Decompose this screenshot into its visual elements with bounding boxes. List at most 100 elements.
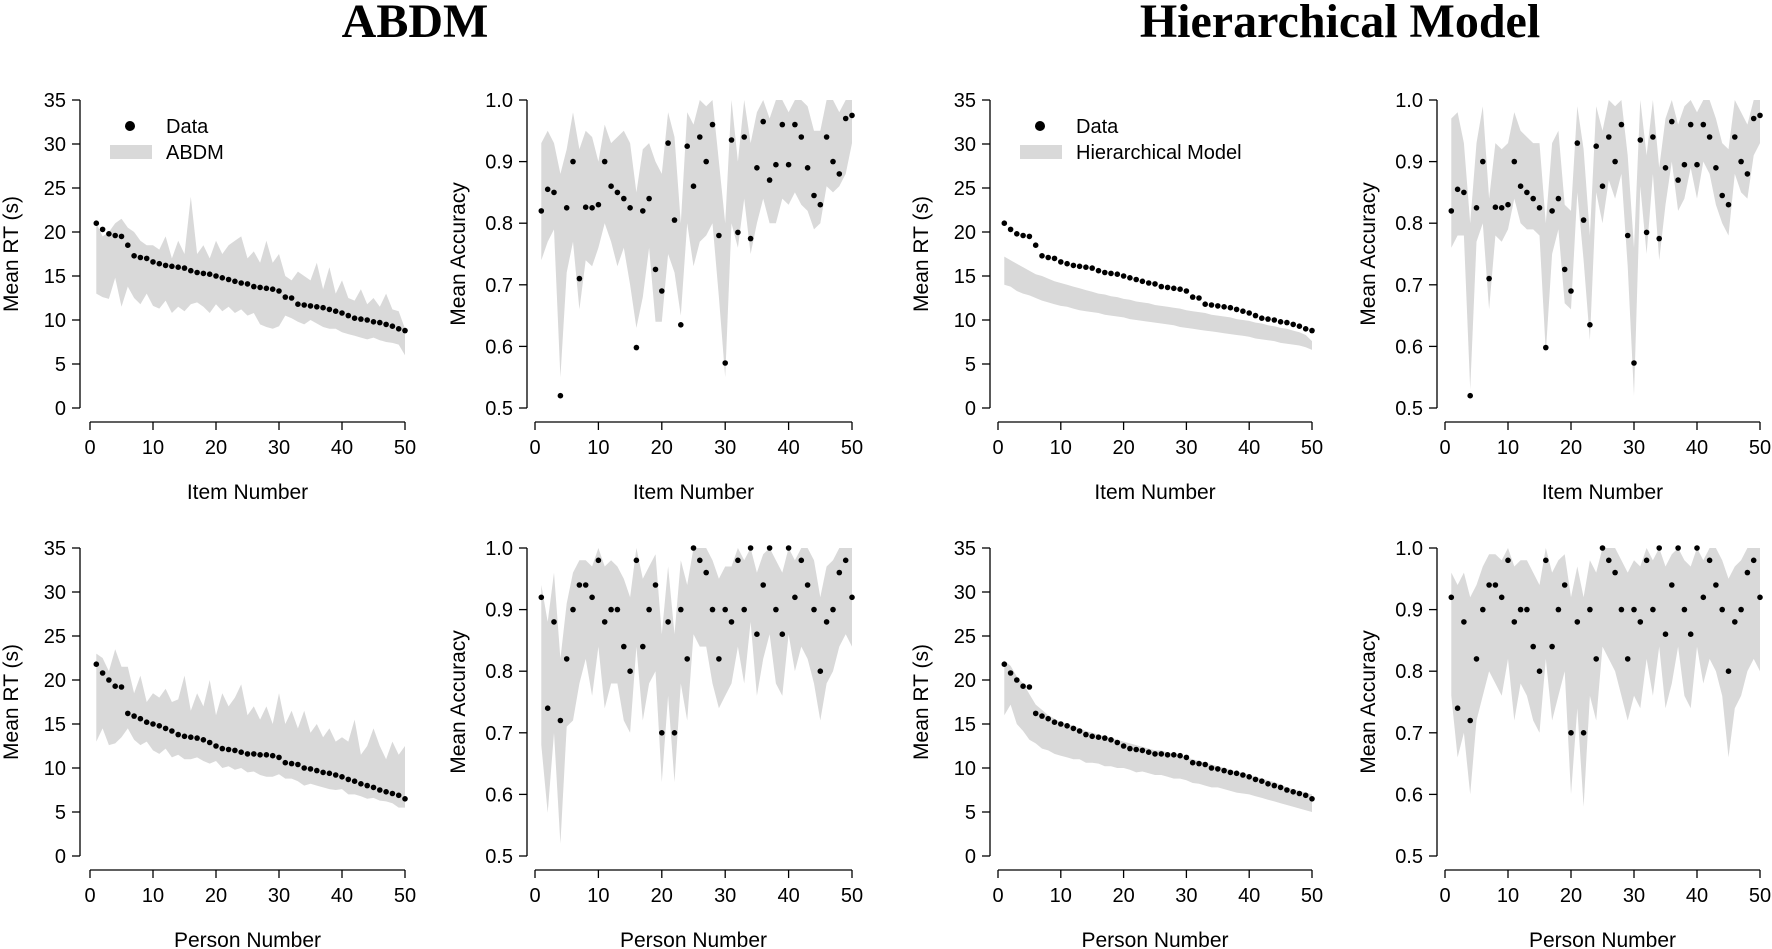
data-point (817, 668, 824, 674)
data-point (1309, 796, 1315, 802)
x-axis-label: Person Number (1529, 929, 1676, 949)
data-point (301, 302, 308, 308)
data-point (785, 545, 792, 551)
y-tick-label: 1.0 (485, 90, 513, 112)
data-point (1738, 606, 1744, 613)
x-tick-label: 30 (714, 437, 736, 459)
x-tick-label: 0 (529, 437, 540, 459)
data-point (1454, 186, 1461, 193)
data-point (219, 745, 226, 752)
data-point (1637, 619, 1644, 625)
data-point (1656, 235, 1662, 242)
x-tick-label: 10 (1497, 885, 1519, 907)
data-point (1227, 769, 1234, 776)
data-point (1492, 582, 1499, 588)
data-point (93, 661, 100, 667)
y-axis-label: Mean RT (s) (910, 196, 933, 312)
data-point (1045, 254, 1051, 261)
data-point (301, 765, 308, 771)
data-point (1473, 656, 1480, 662)
data-point (1227, 304, 1234, 311)
data-point (1108, 737, 1114, 743)
data-point (804, 165, 811, 171)
x-axis-label: Person Number (620, 929, 767, 949)
data-point (1139, 278, 1146, 285)
y-tick-label: 0.8 (1395, 213, 1423, 235)
chart-panel-5: 0 5 10 15 20 25 30 35 0 10 20 30 40 50 Person Number Me… (0, 538, 416, 949)
prediction-band (541, 100, 852, 378)
y-tick-label: 20 (44, 222, 66, 244)
data-point (1114, 739, 1121, 746)
data-point (1145, 749, 1152, 755)
data-point (351, 315, 358, 322)
data-point (1606, 557, 1612, 564)
data-point (1624, 232, 1631, 239)
y-tick-label: 0.7 (1395, 275, 1423, 297)
y-tick-label: 20 (954, 670, 976, 692)
data-point (659, 288, 665, 294)
data-point (402, 327, 408, 334)
data-point (225, 746, 232, 753)
x-tick-label: 10 (587, 437, 609, 459)
data-point (1095, 267, 1102, 274)
data-point (326, 770, 333, 777)
data-point (1296, 323, 1303, 330)
data-point (1240, 772, 1246, 778)
prediction-band (541, 548, 852, 844)
data-point (251, 283, 257, 290)
data-point (1675, 545, 1681, 551)
section-title-hierarchical-model: Hierarchical Model (1139, 0, 1541, 48)
data-point (276, 288, 282, 294)
x-tick-label: 20 (205, 437, 227, 459)
data-point (1587, 322, 1593, 328)
y-tick-label: 30 (44, 582, 66, 604)
data-point (1259, 315, 1265, 322)
data-point (747, 235, 754, 242)
x-tick-label: 10 (142, 885, 164, 907)
y-tick-label: 35 (954, 538, 976, 560)
data-point (1650, 606, 1656, 613)
data-point (659, 730, 665, 736)
y-tick-label: 0.5 (1395, 846, 1423, 868)
data-point (595, 557, 602, 564)
data-point (99, 670, 106, 676)
data-point (601, 619, 608, 625)
data-point (1713, 582, 1719, 588)
data-point (383, 789, 389, 795)
data-point (1045, 715, 1051, 722)
x-tick-label: 50 (394, 437, 416, 459)
data-point (544, 186, 551, 193)
data-point (785, 161, 792, 168)
data-point (773, 161, 779, 168)
x-tick-label: 0 (84, 437, 95, 459)
data-point (1719, 606, 1725, 613)
data-point (364, 782, 371, 789)
data-point (830, 606, 836, 613)
data-point (1694, 545, 1700, 551)
data-point (1568, 730, 1574, 736)
data-point (1158, 283, 1165, 290)
data-point (1177, 286, 1183, 293)
legend-data-label: Data (166, 116, 209, 138)
data-point (576, 582, 583, 588)
data-point (112, 232, 118, 239)
data-point (811, 192, 817, 199)
data-point (1599, 183, 1606, 189)
data-point (118, 233, 125, 240)
data-point (1183, 288, 1190, 294)
data-point (747, 545, 754, 551)
data-point (1139, 747, 1146, 754)
data-point (1076, 263, 1083, 270)
data-point (1580, 730, 1587, 736)
data-point (370, 784, 377, 791)
data-point (601, 158, 608, 165)
chart-panel-6: 0.5 0.6 0.7 0.8 0.9 1.0 0 10 20 30 40 50 Person Numb… (447, 538, 863, 949)
data-point (238, 749, 244, 755)
data-point (125, 242, 131, 248)
y-tick-label: 0.5 (1395, 398, 1423, 420)
y-tick-label: 0.9 (485, 152, 513, 174)
data-point (1631, 360, 1637, 366)
data-point (206, 271, 213, 278)
data-point (570, 606, 576, 613)
x-tick-label: 20 (651, 885, 673, 907)
